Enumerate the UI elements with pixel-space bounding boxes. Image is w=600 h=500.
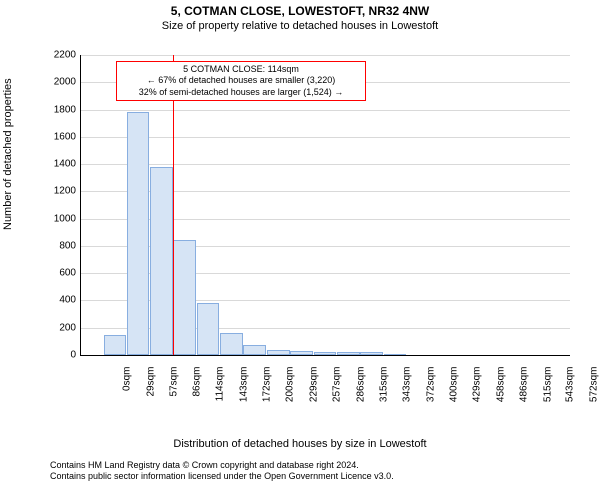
ytick-label: 0: [46, 350, 76, 361]
gridline: [80, 137, 570, 138]
xtick-label: 286sqm: [355, 367, 366, 417]
ytick-label: 1000: [46, 213, 76, 224]
histogram-bar: [220, 333, 243, 355]
gridline: [80, 55, 570, 56]
ytick-label: 1400: [46, 159, 76, 170]
ytick-label: 1600: [46, 131, 76, 142]
y-axis-label: Number of detached properties: [2, 78, 14, 230]
callout-line: 32% of semi-detached houses are larger (…: [121, 87, 361, 98]
callout-line: 5 COTMAN CLOSE: 114sqm: [121, 64, 361, 75]
xtick-label: 57sqm: [168, 367, 179, 417]
xtick-label: 458sqm: [496, 367, 507, 417]
xtick-label: 0sqm: [122, 367, 133, 417]
footer-line: Contains HM Land Registry data © Crown c…: [50, 460, 394, 471]
callout-line: ← 67% of detached houses are smaller (3,…: [121, 75, 361, 86]
chart-area: 0sqm29sqm57sqm86sqm114sqm143sqm172sqm200…: [50, 50, 580, 410]
xtick-label: 143sqm: [238, 367, 249, 417]
ytick-label: 1800: [46, 104, 76, 115]
footer-line: Contains public sector information licen…: [50, 471, 394, 482]
xtick-label: 515sqm: [542, 367, 553, 417]
xtick-label: 257sqm: [331, 367, 342, 417]
page-title: 5, COTMAN CLOSE, LOWESTOFT, NR32 4NW: [0, 0, 600, 18]
gridline: [80, 164, 570, 165]
page-subtitle: Size of property relative to detached ho…: [0, 18, 600, 32]
y-axis: [80, 55, 81, 355]
xtick-label: 315sqm: [379, 367, 390, 417]
histogram-bar: [197, 303, 220, 355]
xtick-label: 400sqm: [448, 367, 459, 417]
ytick-label: 600: [46, 268, 76, 279]
histogram-bar: [127, 112, 150, 355]
histogram-bar: [243, 345, 266, 355]
ytick-label: 400: [46, 295, 76, 306]
xtick-label: 543sqm: [565, 367, 576, 417]
xtick-label: 486sqm: [518, 367, 529, 417]
gridline: [80, 110, 570, 111]
x-axis: [80, 355, 570, 356]
ytick-label: 2000: [46, 77, 76, 88]
xtick-label: 343sqm: [402, 367, 413, 417]
xtick-label: 429sqm: [472, 367, 483, 417]
histogram-bar: [104, 335, 127, 355]
ytick-label: 2200: [46, 50, 76, 61]
ytick-label: 1200: [46, 186, 76, 197]
x-axis-label: Distribution of detached houses by size …: [0, 438, 600, 450]
xtick-label: 572sqm: [589, 367, 600, 417]
histogram-bar: [173, 240, 196, 355]
xtick-label: 114sqm: [215, 367, 226, 417]
xtick-label: 172sqm: [262, 367, 273, 417]
xtick-label: 29sqm: [145, 367, 156, 417]
xtick-label: 229sqm: [309, 367, 320, 417]
xtick-label: 372sqm: [425, 367, 436, 417]
ytick-label: 200: [46, 322, 76, 333]
histogram-bar: [150, 167, 173, 355]
ytick-label: 800: [46, 240, 76, 251]
callout-box: 5 COTMAN CLOSE: 114sqm← 67% of detached …: [116, 61, 366, 101]
xtick-label: 200sqm: [285, 367, 296, 417]
footer: Contains HM Land Registry data © Crown c…: [50, 460, 394, 483]
xtick-label: 86sqm: [192, 367, 203, 417]
